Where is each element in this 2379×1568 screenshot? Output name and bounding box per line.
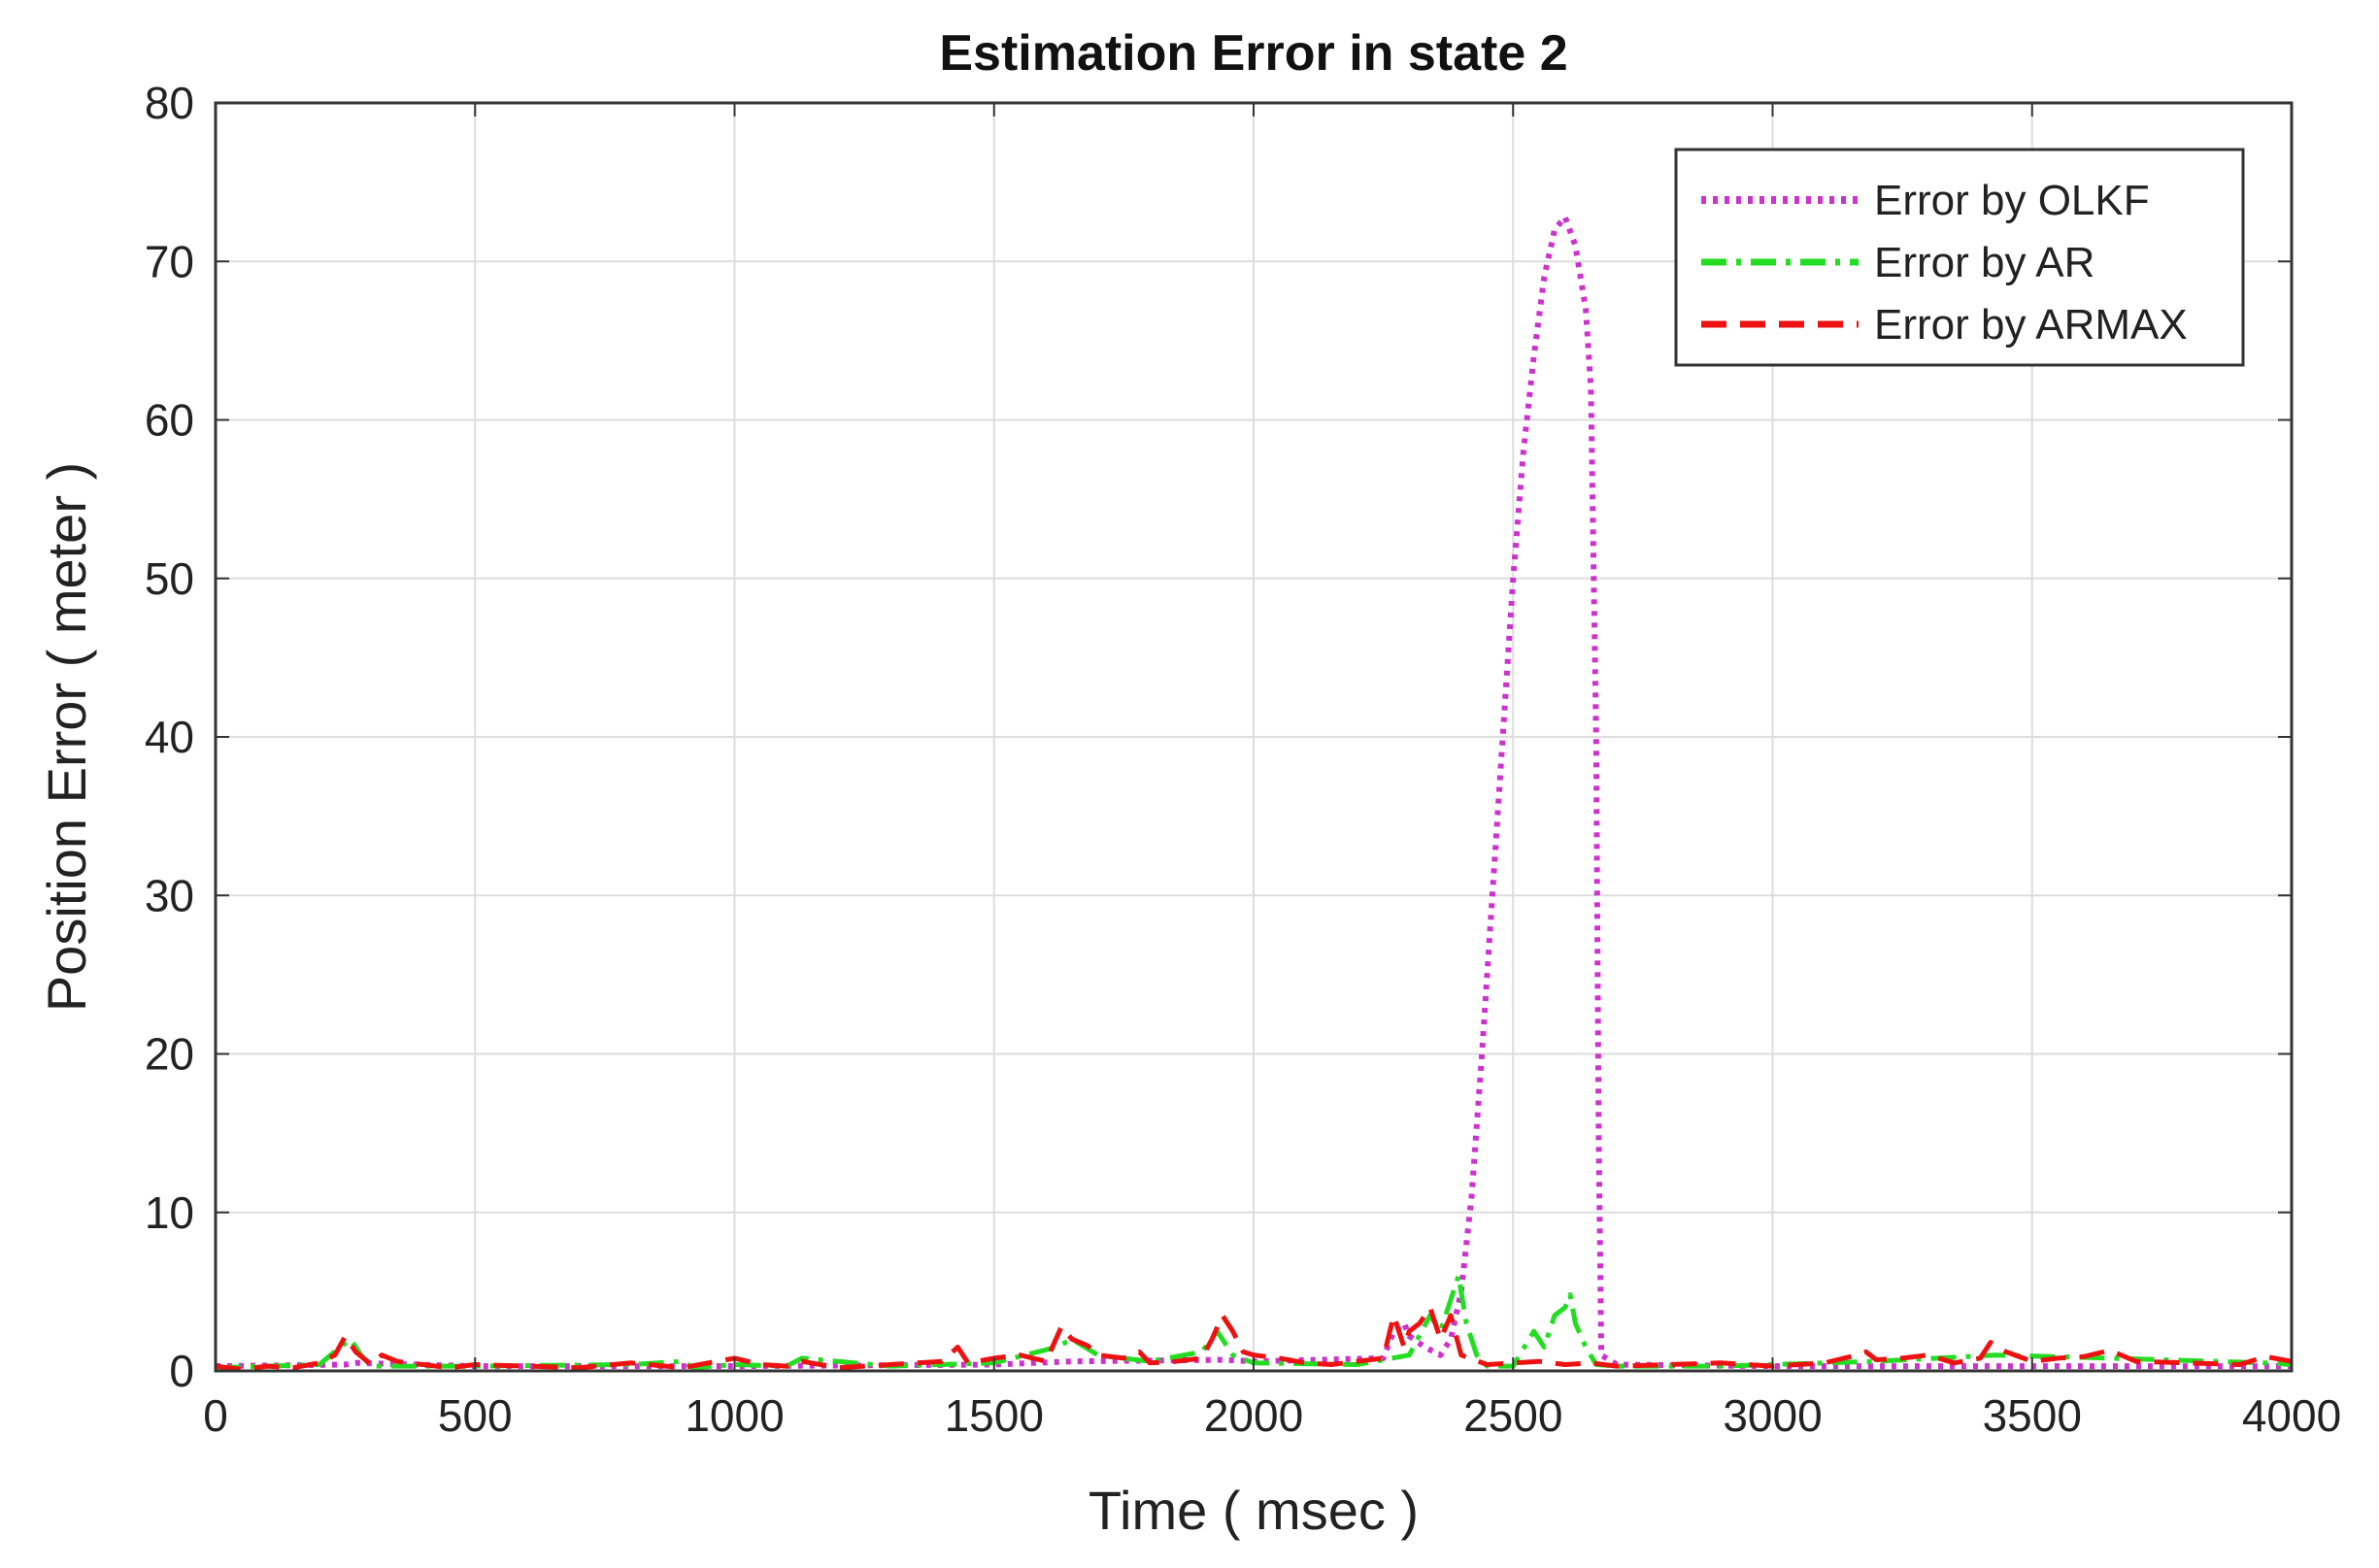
y-tick-label: 70 (145, 236, 194, 286)
x-tick-label: 500 (438, 1390, 513, 1441)
y-tick-label: 40 (145, 712, 194, 762)
legend-items: Error by OLKF Error by AR Error by ARMAX (1701, 177, 2188, 349)
tick-layer: 0 500 1000 1500 2000 2500 3000 3500 4000 0 10 20 30 4… (145, 78, 2341, 1441)
legend-label: Error by OLKF (1874, 177, 2150, 224)
series-line-error-by-armax (215, 1305, 2293, 1372)
y-tick-label: 30 (145, 870, 194, 920)
legend-box (1674, 148, 2245, 367)
x-tick-label: 2000 (1204, 1390, 1303, 1441)
chart-title: Estimation Error in state 2 (939, 25, 1567, 82)
y-tick-label: 80 (145, 78, 194, 128)
x-tick-label: 4000 (2242, 1390, 2341, 1441)
x-tick-label: 3500 (1983, 1390, 2082, 1441)
legend-label: Error by ARMAX (1874, 301, 2188, 349)
x-tick-label: 2500 (1463, 1390, 1562, 1441)
series-line-error-by-ar (215, 1273, 2293, 1371)
x-tick-label: 1500 (945, 1390, 1044, 1441)
y-tick-label: 20 (145, 1029, 194, 1080)
legend-label: Error by AR (1874, 239, 2094, 286)
y-tick-label: 10 (145, 1187, 194, 1238)
y-tick-label: 0 (169, 1346, 194, 1396)
x-axis-label: Time ( msec ) (1089, 1480, 1419, 1541)
y-tick-label: 50 (145, 553, 194, 604)
y-axis-label: Position Error ( meter ) (36, 462, 97, 1012)
series-layer (215, 214, 2293, 1372)
y-tick-label: 60 (145, 395, 194, 446)
x-tick-label: 3000 (1723, 1390, 1822, 1441)
x-tick-label: 0 (203, 1390, 228, 1441)
legend: Error by OLKF Error by AR Error by ARMAX (1674, 148, 2245, 367)
x-tick-label: 1000 (685, 1390, 784, 1441)
